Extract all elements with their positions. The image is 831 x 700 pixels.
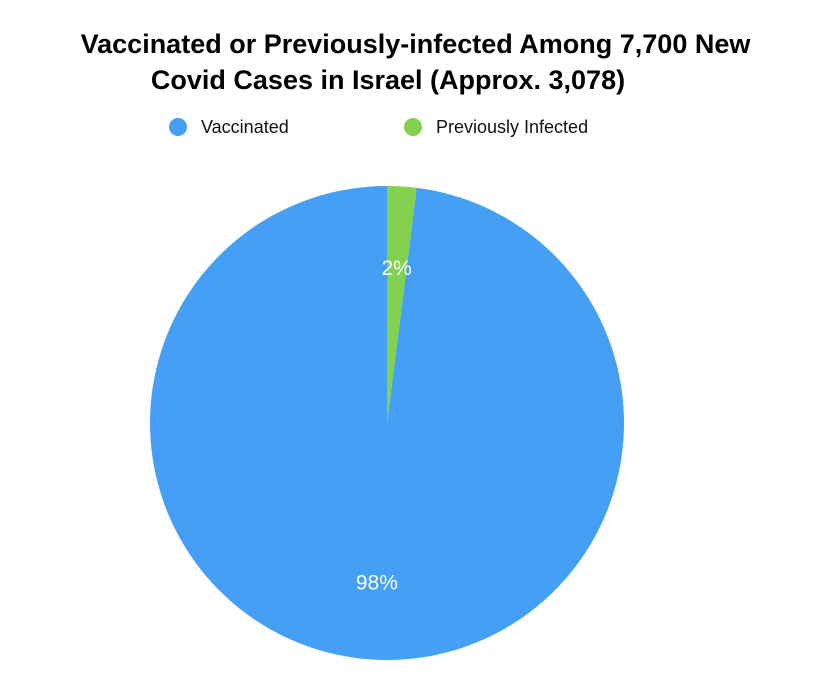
pie-slice-previously-infected xyxy=(387,186,417,423)
legend-item-vaccinated: Vaccinated xyxy=(169,112,289,142)
chart-title: Vaccinated or Previously-infected Among … xyxy=(0,26,831,98)
legend-label-previously-infected: Previously Infected xyxy=(436,116,589,137)
legend-item-previously-infected: Previously Infected xyxy=(404,112,588,142)
chart-legend: Vaccinated Previously Infected xyxy=(0,112,831,142)
chart-title-line-1: Vaccinated or Previously-infected Among … xyxy=(80,29,751,59)
data-label-previously-infected: 2% xyxy=(381,257,411,280)
legend-label-vaccinated: Vaccinated xyxy=(201,116,289,137)
pie-slice-vaccinated xyxy=(149,186,624,660)
chart-title-line-2: Covid Cases in Israel (Approx. 3,078) xyxy=(150,65,626,95)
legend-swatch-vaccinated xyxy=(169,118,187,136)
data-label-vaccinated: 98% xyxy=(356,571,398,594)
legend-swatch-previously-infected xyxy=(404,118,422,136)
